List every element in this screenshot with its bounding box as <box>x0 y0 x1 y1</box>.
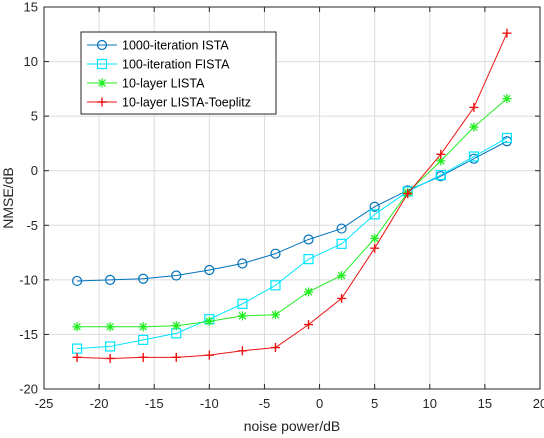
x-tick-labels: -25 -20 -15 -10 -5 0 5 10 15 20 <box>35 396 544 411</box>
legend-marker <box>96 58 108 70</box>
data-point <box>469 122 479 132</box>
series-3 <box>72 94 512 332</box>
series-2 <box>71 132 513 354</box>
y-tick-label: -5 <box>26 218 38 233</box>
data-point <box>138 352 148 362</box>
data-point <box>138 322 148 332</box>
x-axis-title: noise power/dB <box>244 418 341 434</box>
legend-item: 10-layer LISTA-Toeplitz <box>87 96 251 110</box>
data-point <box>270 343 280 353</box>
data-point <box>237 258 248 269</box>
legend-label: 1000-iteration ISTA <box>122 39 229 53</box>
data-point <box>370 243 380 253</box>
data-point <box>403 189 413 199</box>
data-point <box>304 287 314 297</box>
data-point <box>237 311 247 321</box>
legend-label: 100-iteration FISTA <box>122 58 230 72</box>
data-point <box>71 275 83 287</box>
data-point <box>369 209 380 220</box>
y-tick-label: -15 <box>19 327 38 342</box>
x-tick-label: -15 <box>145 396 164 411</box>
series-line <box>77 98 508 328</box>
data-point <box>105 341 116 352</box>
y-axis-title: NMSE/dB <box>0 167 16 228</box>
data-point <box>435 169 446 181</box>
data-point <box>502 28 512 38</box>
data-point <box>303 234 314 245</box>
legend-label: 10-layer LISTA <box>122 77 205 91</box>
x-tick-label: 10 <box>423 396 437 411</box>
legend-marker <box>97 78 107 88</box>
data-point <box>502 94 512 104</box>
data-point <box>501 132 513 144</box>
series-line <box>77 32 508 359</box>
data-point <box>468 151 479 162</box>
x-tick-label: 0 <box>316 396 323 411</box>
series-4 <box>72 28 512 363</box>
y-tick-label: 10 <box>24 54 38 69</box>
plot-frame <box>43 6 541 390</box>
x-tick-label: -10 <box>200 396 219 411</box>
data-point <box>204 350 214 360</box>
x-tick-label: 15 <box>478 396 492 411</box>
data-point <box>72 322 82 332</box>
data-point <box>171 270 182 281</box>
data-point <box>337 270 347 280</box>
data-point <box>336 238 347 249</box>
data-point <box>370 233 380 243</box>
data-point <box>237 298 248 309</box>
series-layer <box>71 28 513 363</box>
legend-item: 10-layer LISTA <box>87 77 205 91</box>
y-tick-label: -20 <box>19 382 38 397</box>
data-point <box>204 316 214 326</box>
data-point <box>72 352 82 362</box>
data-point <box>270 310 280 320</box>
x-tick-label: 5 <box>371 396 378 411</box>
data-point <box>138 273 149 284</box>
legend-item: 1000-iteration ISTA <box>87 39 229 53</box>
legend-label: 10-layer LISTA-Toeplitz <box>122 96 251 110</box>
data-point <box>337 293 347 303</box>
data-point <box>336 223 347 234</box>
data-point <box>304 320 314 330</box>
axis-ticks <box>43 6 541 390</box>
series-line <box>77 137 508 350</box>
x-tick-label: -25 <box>35 396 54 411</box>
y-tick-label: 15 <box>24 0 38 15</box>
data-point <box>105 322 115 332</box>
x-tick-label: 20 <box>533 396 544 411</box>
legend-box <box>80 31 277 115</box>
x-tick-label: -5 <box>259 396 271 411</box>
y-tick-label: 5 <box>31 109 38 124</box>
series-line <box>77 140 508 282</box>
legend-marker <box>96 39 108 51</box>
data-point <box>105 353 115 363</box>
data-point <box>303 254 314 265</box>
data-point <box>469 102 479 112</box>
data-point <box>436 149 446 159</box>
data-point <box>171 352 181 362</box>
legend-item: 100-iteration FISTA <box>87 58 230 72</box>
data-point <box>237 346 247 356</box>
data-point <box>369 201 380 212</box>
data-point <box>270 280 281 291</box>
x-tick-label: -20 <box>90 396 109 411</box>
y-tick-label: 0 <box>31 163 38 178</box>
legend: 1000-iteration ISTA 100-iteration FISTA 10… <box>80 31 277 115</box>
data-point <box>138 334 149 345</box>
data-point <box>436 156 446 166</box>
data-point <box>171 321 181 331</box>
data-point <box>270 248 281 259</box>
y-tick-labels: -20 -15 -10 -5 0 5 10 15 <box>19 0 38 397</box>
y-tick-label: -10 <box>19 272 38 287</box>
data-point <box>105 274 116 285</box>
data-point <box>204 264 215 276</box>
legend-marker <box>97 97 107 107</box>
